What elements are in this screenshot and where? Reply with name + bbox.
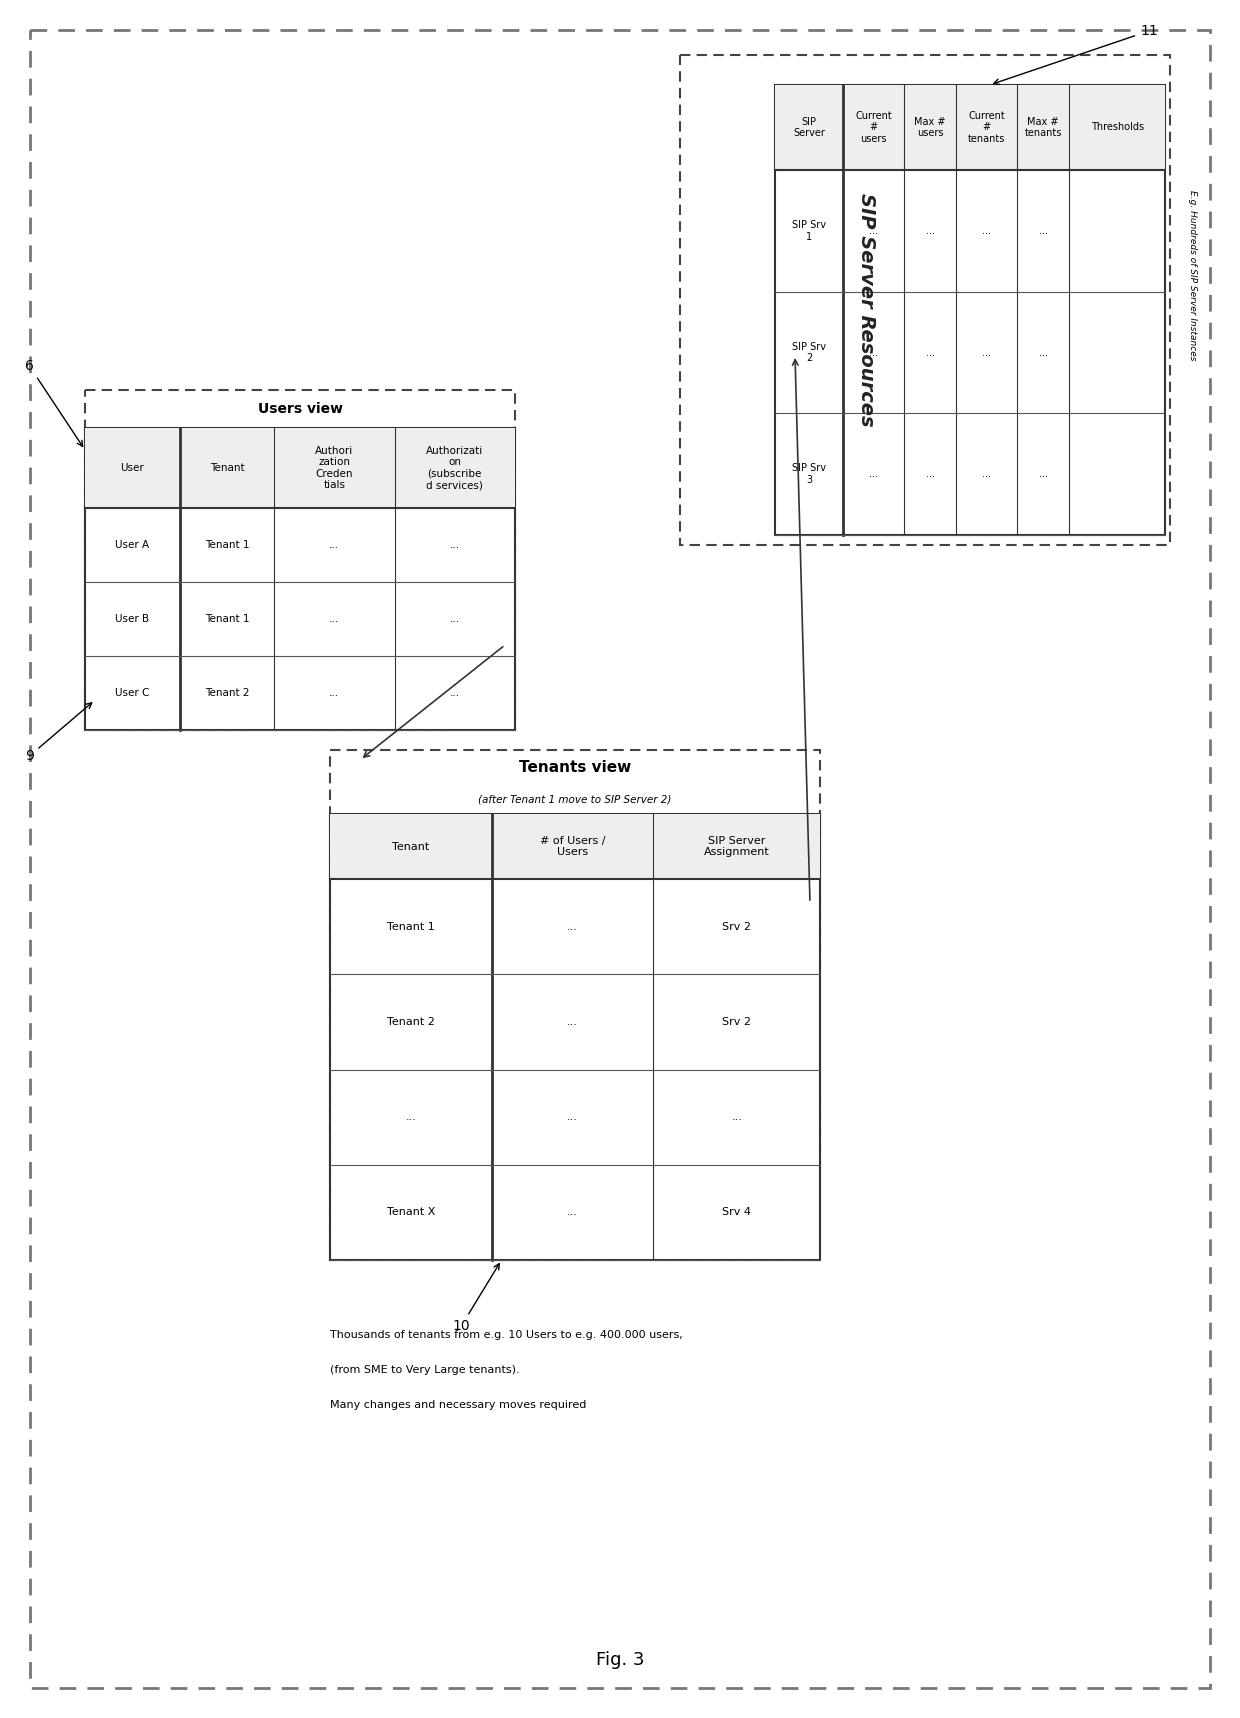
Text: Tenant 1: Tenant 1 [205, 613, 249, 624]
Text: Tenants view: Tenants view [518, 761, 631, 775]
Text: User B: User B [115, 613, 149, 624]
Text: ...: ... [1039, 469, 1048, 479]
Bar [775, 84, 1166, 534]
Text: SIP Srv
2: SIP Srv 2 [792, 342, 826, 362]
Text: ...: ... [450, 539, 460, 550]
Text: # of Users /
Users: # of Users / Users [539, 835, 605, 857]
Text: Max #
tenants: Max # tenants [1024, 117, 1061, 139]
Text: Tenant 1: Tenant 1 [205, 539, 249, 550]
Text: 6: 6 [25, 359, 83, 447]
Text: ...: ... [925, 225, 935, 235]
Text: SIP Server
Assignment: SIP Server Assignment [704, 835, 770, 857]
Bar [86, 390, 515, 730]
Text: ...: ... [869, 469, 878, 479]
Text: Users view: Users view [258, 402, 342, 416]
Text: ...: ... [732, 1112, 742, 1122]
Text: E.g. Hundreds of SIP Server Instances: E.g. Hundreds of SIP Server Instances [1188, 191, 1197, 361]
Text: ...: ... [450, 613, 460, 624]
Text: 11: 11 [993, 24, 1158, 84]
Bar [330, 814, 820, 880]
Text: ...: ... [567, 1017, 578, 1027]
Bar [330, 814, 820, 1259]
Text: Current
#
tenants: Current # tenants [968, 112, 1006, 144]
Bar [86, 428, 515, 509]
Text: Many changes and necessary moves required: Many changes and necessary moves require… [330, 1400, 587, 1410]
Text: User A: User A [115, 539, 149, 550]
Text: 9: 9 [25, 703, 92, 763]
Text: Tenant 2: Tenant 2 [387, 1017, 435, 1027]
Bar [86, 428, 515, 730]
Text: ...: ... [330, 613, 340, 624]
Bar [775, 84, 1166, 170]
Text: ...: ... [982, 225, 991, 235]
Text: Authorizati
on
(subscribe
d services): Authorizati on (subscribe d services) [427, 445, 484, 490]
Text: Authori
zation
Creden
tials: Authori zation Creden tials [315, 445, 353, 490]
Text: SIP Server Resources: SIP Server Resources [857, 192, 875, 426]
Text: SIP
Server: SIP Server [794, 117, 825, 139]
Text: Srv 2: Srv 2 [722, 921, 751, 931]
Text: ...: ... [982, 469, 991, 479]
Text: Srv 4: Srv 4 [722, 1208, 751, 1218]
Text: Tenant 2: Tenant 2 [205, 687, 249, 698]
Text: Tenant: Tenant [210, 462, 244, 472]
Text: ...: ... [869, 225, 878, 235]
Text: ...: ... [567, 921, 578, 931]
Text: ...: ... [330, 687, 340, 698]
Text: ...: ... [925, 469, 935, 479]
Text: Fig. 3: Fig. 3 [595, 1651, 645, 1668]
Text: User C: User C [115, 687, 150, 698]
Text: ...: ... [567, 1112, 578, 1122]
Text: SIP Srv
1: SIP Srv 1 [792, 220, 826, 242]
Text: ...: ... [567, 1208, 578, 1218]
Text: Max #
users: Max # users [914, 117, 946, 139]
Text: Tenant X: Tenant X [387, 1208, 435, 1218]
Text: ...: ... [869, 347, 878, 357]
Text: 10: 10 [453, 1264, 500, 1333]
Text: Tenant 1: Tenant 1 [387, 921, 435, 931]
Text: Current
#
users: Current # users [856, 112, 892, 144]
Text: ...: ... [982, 347, 991, 357]
Text: (after Tenant 1 move to SIP Server 2): (after Tenant 1 move to SIP Server 2) [479, 795, 672, 806]
Text: ...: ... [1039, 225, 1048, 235]
Text: Thousands of tenants from e.g. 10 Users to e.g. 400.000 users,: Thousands of tenants from e.g. 10 Users … [330, 1330, 683, 1340]
Text: ...: ... [450, 687, 460, 698]
Text: ...: ... [330, 539, 340, 550]
Text: SIP Srv
3: SIP Srv 3 [792, 464, 826, 484]
Bar [330, 751, 820, 1259]
Text: Srv 2: Srv 2 [722, 1017, 751, 1027]
Text: (from SME to Very Large tenants).: (from SME to Very Large tenants). [330, 1366, 520, 1374]
Text: ...: ... [1039, 347, 1048, 357]
Text: ...: ... [925, 347, 935, 357]
Bar [680, 55, 1171, 545]
Text: Thresholds: Thresholds [1091, 122, 1143, 132]
Text: ...: ... [405, 1112, 417, 1122]
Text: User: User [120, 462, 144, 472]
Text: Tenant: Tenant [392, 842, 429, 852]
